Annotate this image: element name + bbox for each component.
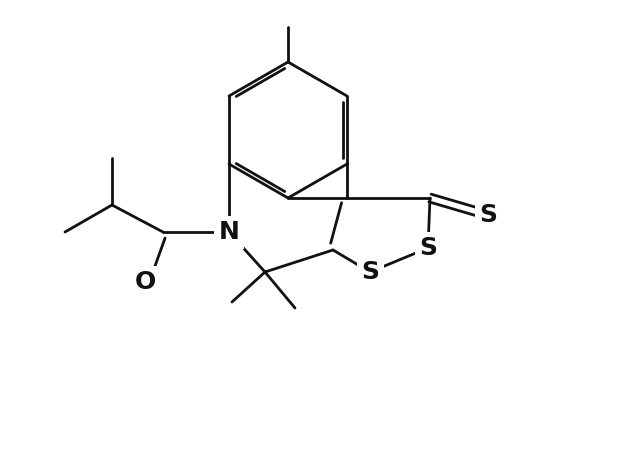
Text: S: S: [361, 260, 379, 284]
Text: S: S: [419, 236, 437, 260]
Text: S: S: [479, 203, 497, 227]
Text: N: N: [219, 220, 239, 244]
Text: O: O: [134, 270, 156, 294]
